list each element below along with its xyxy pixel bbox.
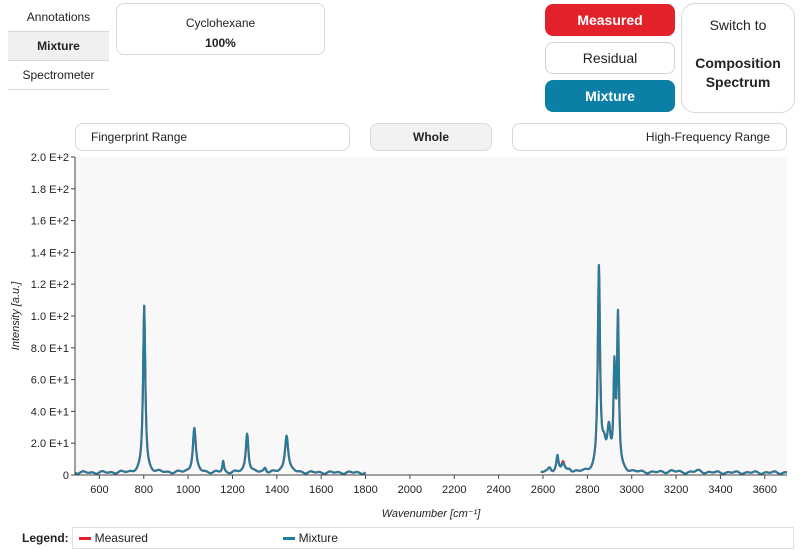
chart-legend: Legend: Measured Mixture	[22, 527, 794, 549]
legend-box: Measured Mixture	[71, 527, 794, 549]
series-line-mixture-1	[74, 304, 367, 475]
x-tick-label: 3600	[753, 484, 777, 496]
component-percentage: 100%	[205, 36, 236, 50]
y-tick-label: 1.4 E+2	[31, 247, 69, 259]
y-tick-label: 2.0 E+1	[31, 438, 69, 450]
residual-toggle-button[interactable]: Residual	[545, 42, 675, 74]
high-frequency-range-button[interactable]: High-Frequency Range	[512, 123, 787, 151]
x-tick-label: 2600	[531, 484, 555, 496]
whole-range-button[interactable]: Whole	[370, 123, 492, 151]
tab-annotations[interactable]: Annotations	[8, 3, 109, 32]
switch-to-composition-button[interactable]: Switch to Composition Spectrum	[681, 3, 795, 113]
switch-label-line2: Composition	[695, 55, 781, 71]
x-tick-label: 600	[90, 484, 108, 496]
side-tab-menu: Annotations Mixture Spectrometer	[8, 3, 109, 90]
component-name: Cyclohexane	[185, 16, 256, 30]
fingerprint-range-button[interactable]: Fingerprint Range	[75, 123, 350, 151]
y-tick-label: 4.0 E+1	[31, 406, 69, 418]
x-tick-label: 2400	[486, 484, 510, 496]
legend-entry-mixture[interactable]: Mixture	[282, 531, 338, 545]
y-tick-label: 8.0 E+1	[31, 343, 69, 355]
x-tick-label: 1400	[265, 484, 289, 496]
x-tick-label: 1200	[220, 484, 244, 496]
y-tick-label: 0	[63, 470, 69, 482]
plot-area	[75, 157, 787, 475]
legend-entry-measured[interactable]: Measured	[78, 531, 283, 545]
y-axis-label: Intensity [a.u.]	[10, 281, 22, 350]
y-tick-label: 1.6 E+2	[31, 216, 69, 228]
component-card[interactable]: Cyclohexane 100%	[116, 3, 325, 55]
y-tick-label: 6.0 E+1	[31, 375, 69, 387]
x-tick-label: 1600	[309, 484, 333, 496]
legend-swatch-mixture	[282, 536, 295, 540]
y-tick-label: 1.2 E+2	[31, 279, 69, 291]
x-tick-label: 2000	[398, 484, 422, 496]
x-tick-label: 3200	[664, 484, 688, 496]
x-axis-label: Wavenumber [cm⁻¹]	[382, 508, 481, 520]
legend-swatch-measured	[78, 536, 91, 540]
series-line-mixture-2	[540, 264, 788, 475]
y-tick-label: 2.0 E+2	[31, 152, 69, 164]
y-tick-label: 1.8 E+2	[31, 184, 69, 196]
legend-title: Legend:	[22, 531, 69, 545]
x-tick-label: 2200	[442, 484, 466, 496]
tab-spectrometer[interactable]: Spectrometer	[8, 61, 109, 90]
mixture-toggle-button[interactable]: Mixture	[545, 80, 675, 112]
x-tick-label: 2800	[575, 484, 599, 496]
switch-label-line3: Spectrum	[705, 74, 771, 90]
switch-label-line1: Switch to	[709, 17, 767, 33]
legend-label-mixture: Mixture	[298, 531, 338, 545]
x-tick-label: 800	[135, 484, 153, 496]
spectrum-chart[interactable]: 0 2.0 E+1 4.0 E+1 6.0 E+1 8.0 E+1 1.0 E+2 1.2 …	[0, 150, 800, 525]
x-tick-label: 3400	[708, 484, 732, 496]
measured-toggle-button[interactable]: Measured	[545, 4, 675, 36]
y-tick-label: 1.0 E+2	[31, 311, 69, 323]
x-tick-label: 1000	[176, 484, 200, 496]
x-tick-label: 3000	[619, 484, 643, 496]
tab-mixture[interactable]: Mixture	[8, 32, 109, 61]
switch-label-main: Composition Spectrum	[682, 54, 794, 92]
legend-label-measured: Measured	[94, 531, 148, 545]
x-tick-label: 1800	[353, 484, 377, 496]
